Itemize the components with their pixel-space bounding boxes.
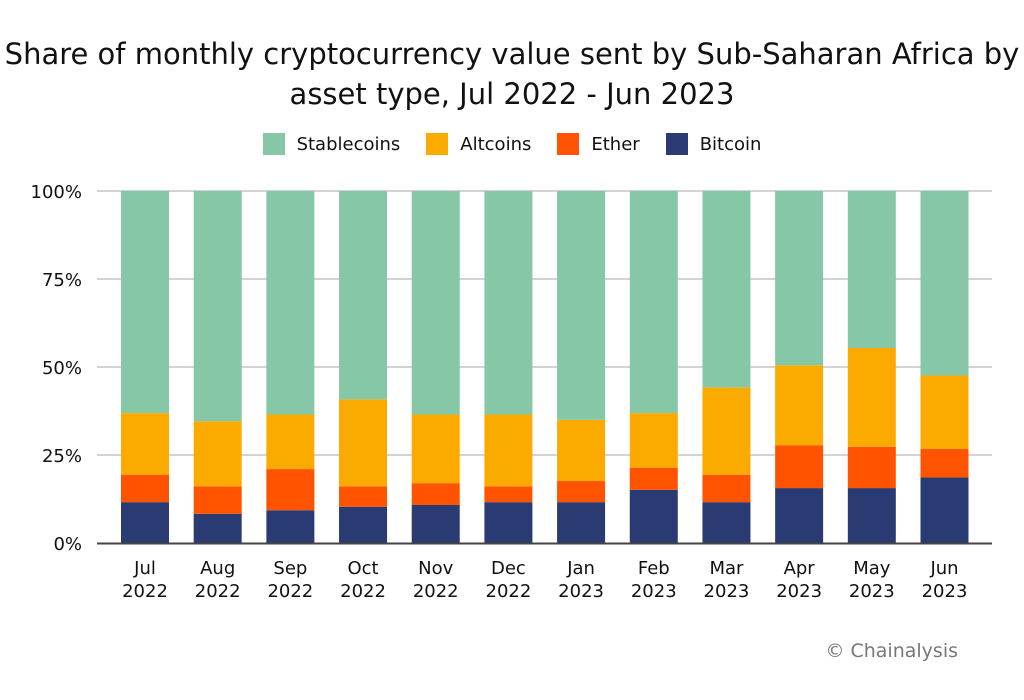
bar-altcoins-feb-2023 bbox=[629, 413, 678, 468]
bar-altcoins-aug-2022 bbox=[193, 421, 242, 487]
x-tick-label: 2023 bbox=[776, 581, 822, 602]
legend-item-bitcoin: Bitcoin bbox=[665, 133, 762, 155]
x-tick-label: 2023 bbox=[631, 581, 677, 602]
bar-bitcoin-apr-2023 bbox=[775, 488, 824, 543]
bar-bitcoin-jul-2022 bbox=[121, 502, 169, 543]
bar-bitcoin-oct-2022 bbox=[339, 506, 388, 543]
bar-altcoins-jan-2023 bbox=[557, 419, 606, 482]
y-tick-label: 100% bbox=[31, 182, 82, 203]
x-tick-label: 2022 bbox=[122, 581, 168, 602]
legend-swatch bbox=[426, 133, 449, 155]
x-tick-label: 2023 bbox=[849, 581, 895, 602]
credit-text: © Chainalysis bbox=[825, 640, 958, 662]
x-tick-label: Jan bbox=[566, 558, 595, 579]
bar-altcoins-apr-2023 bbox=[775, 365, 824, 446]
legend-swatch bbox=[665, 133, 688, 155]
bar-altcoins-dec-2022 bbox=[484, 414, 533, 487]
bar-ether-feb-2023 bbox=[629, 467, 678, 490]
chart-title: Share of monthly cryptocurrency value se… bbox=[4, 37, 1020, 111]
bar-altcoins-oct-2022 bbox=[339, 399, 388, 487]
legend-item-altcoins: Altcoins bbox=[426, 133, 531, 155]
bar-altcoins-jun-2023 bbox=[920, 375, 969, 450]
legend-label: Stablecoins bbox=[296, 133, 401, 155]
bar-bitcoin-jan-2023 bbox=[557, 502, 606, 543]
bar-stablecoins-oct-2022 bbox=[339, 191, 388, 400]
legend-swatch bbox=[262, 133, 285, 155]
bar-stablecoins-nov-2022 bbox=[411, 191, 460, 415]
bar-stablecoins-feb-2023 bbox=[629, 191, 678, 414]
bar-bitcoin-dec-2022 bbox=[484, 502, 533, 543]
x-tick-label: 2022 bbox=[267, 581, 313, 602]
bar-stablecoins-jul-2022 bbox=[121, 191, 169, 414]
legend-swatch bbox=[557, 133, 580, 155]
x-tick-label: Dec bbox=[491, 558, 526, 579]
bar-bitcoin-jun-2023 bbox=[920, 477, 969, 543]
x-tick-label: 2022 bbox=[486, 581, 532, 602]
bar-ether-oct-2022 bbox=[339, 486, 388, 507]
bar-ether-nov-2022 bbox=[411, 483, 460, 505]
legend-label: Ether bbox=[591, 133, 640, 155]
bar-stablecoins-jun-2023 bbox=[920, 191, 969, 376]
bar-bitcoin-feb-2023 bbox=[629, 489, 678, 543]
bar-ether-apr-2023 bbox=[775, 445, 824, 489]
bar-ether-sep-2022 bbox=[266, 469, 315, 511]
y-tick-label: 50% bbox=[42, 358, 82, 379]
bar-stablecoins-mar-2023 bbox=[702, 191, 751, 388]
x-tick-label: Jun bbox=[929, 558, 958, 579]
bar-altcoins-mar-2023 bbox=[702, 387, 751, 475]
x-tick-label: Jul bbox=[133, 558, 156, 579]
y-tick-label: 75% bbox=[42, 270, 82, 291]
x-tick-label: Apr bbox=[784, 558, 816, 579]
x-tick-label: Oct bbox=[347, 558, 378, 579]
bar-ether-aug-2022 bbox=[193, 486, 242, 514]
bar-ether-jun-2023 bbox=[920, 449, 969, 478]
bar-ether-mar-2023 bbox=[702, 474, 751, 503]
y-tick-label: 25% bbox=[42, 446, 82, 467]
x-tick-label: Nov bbox=[418, 558, 453, 579]
bar-stablecoins-apr-2023 bbox=[775, 191, 824, 366]
bar-bitcoin-may-2023 bbox=[847, 488, 896, 543]
legend-item-ether: Ether bbox=[557, 133, 640, 155]
bar-stablecoins-dec-2022 bbox=[484, 191, 533, 415]
x-tick-label: Feb bbox=[638, 558, 670, 579]
bar-stablecoins-sep-2022 bbox=[266, 191, 315, 415]
bar-altcoins-may-2023 bbox=[847, 347, 896, 447]
x-tick-label: 2022 bbox=[195, 581, 241, 602]
bar-ether-jan-2023 bbox=[557, 481, 606, 503]
bar-ether-may-2023 bbox=[847, 446, 896, 489]
bar-ether-dec-2022 bbox=[484, 486, 533, 503]
x-tick-label: Mar bbox=[709, 558, 744, 579]
bar-stablecoins-jan-2023 bbox=[557, 191, 606, 420]
bar-altcoins-jul-2022 bbox=[121, 413, 169, 475]
legend: Stablecoins Altcoins Ether Bitcoin bbox=[0, 133, 1024, 155]
x-tick-label: Sep bbox=[273, 558, 307, 579]
x-tick-label: May bbox=[853, 558, 891, 579]
legend-item-stablecoins: Stablecoins bbox=[262, 133, 401, 155]
legend-label: Bitcoin bbox=[699, 133, 762, 155]
x-tick-label: Aug bbox=[200, 558, 235, 579]
bar-bitcoin-sep-2022 bbox=[266, 510, 315, 543]
y-tick-label: 0% bbox=[53, 534, 82, 555]
bar-bitcoin-aug-2022 bbox=[193, 513, 242, 543]
bar-altcoins-nov-2022 bbox=[411, 414, 460, 484]
bar-bitcoin-mar-2023 bbox=[702, 502, 751, 543]
bar-bitcoin-nov-2022 bbox=[411, 504, 460, 543]
x-tick-label: 2022 bbox=[413, 581, 459, 602]
bar-stablecoins-aug-2022 bbox=[193, 191, 242, 422]
bar-altcoins-sep-2022 bbox=[266, 414, 315, 470]
x-tick-label: 2022 bbox=[340, 581, 386, 602]
bar-ether-jul-2022 bbox=[121, 474, 169, 503]
bar-stablecoins-may-2023 bbox=[847, 191, 896, 348]
x-tick-label: 2023 bbox=[704, 581, 750, 602]
x-tick-label: 2023 bbox=[922, 581, 968, 602]
x-tick-label: 2023 bbox=[558, 581, 604, 602]
legend-label: Altcoins bbox=[460, 133, 532, 155]
